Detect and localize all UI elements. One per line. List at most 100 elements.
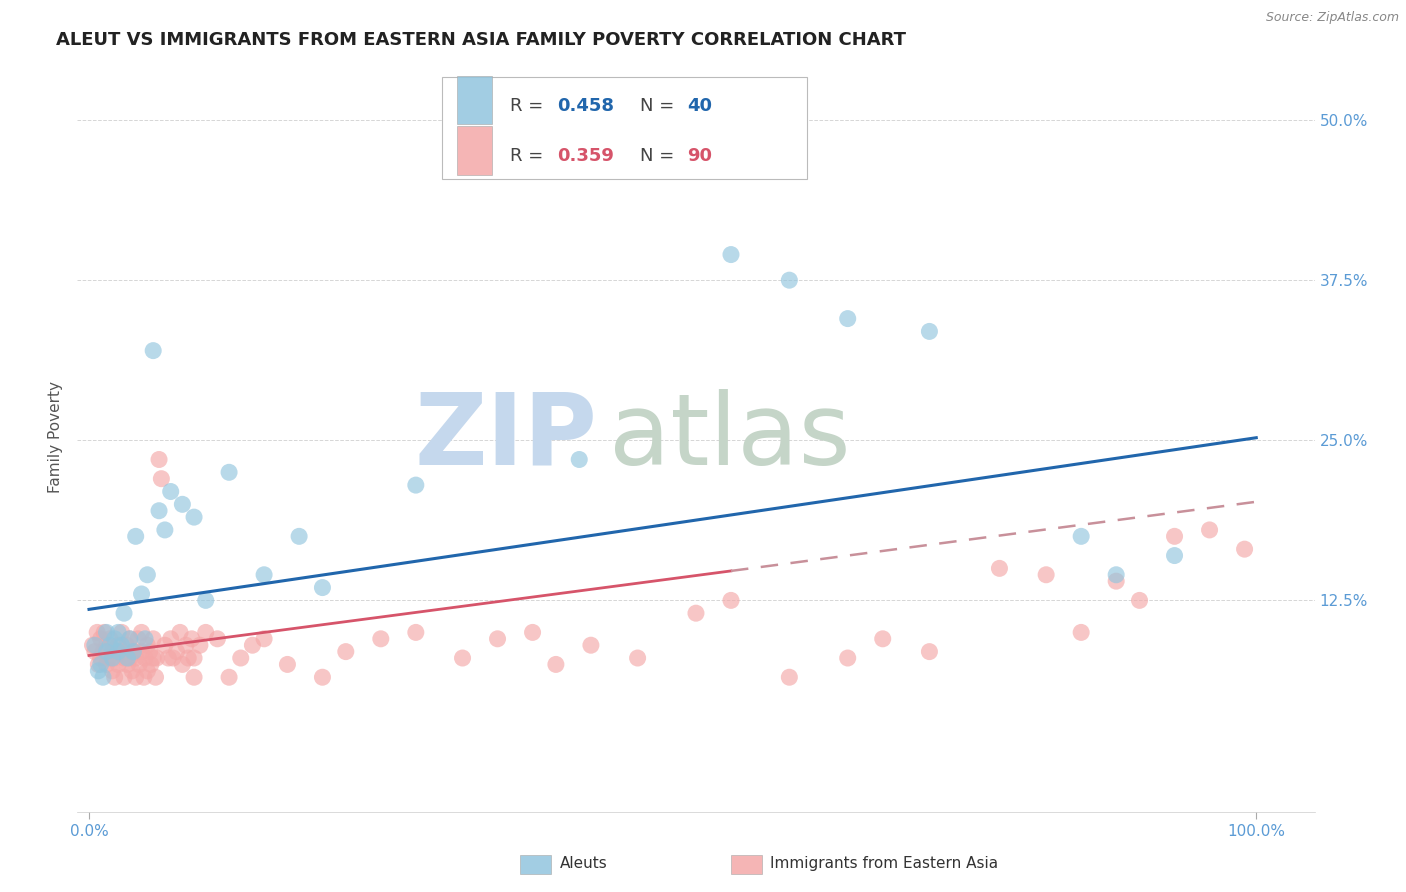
Point: [522, 625, 544, 640]
Point: [121, 664, 143, 678]
Point: [110, 645, 132, 659]
Text: 0.359: 0.359: [557, 147, 614, 165]
Point: [172, 657, 194, 672]
Point: [118, 632, 141, 646]
Point: [122, 645, 145, 659]
Point: [142, 651, 165, 665]
Point: [157, 651, 180, 665]
Point: [125, 529, 148, 543]
Point: [778, 670, 800, 684]
Point: [117, 657, 139, 672]
Point: [242, 638, 264, 652]
Point: [104, 651, 127, 665]
Point: [150, 472, 173, 486]
Point: [988, 561, 1011, 575]
Point: [253, 567, 276, 582]
Point: [131, 625, 153, 640]
Point: [145, 670, 167, 684]
Text: 0.458: 0.458: [557, 96, 614, 115]
Text: atlas: atlas: [609, 389, 851, 485]
Point: [837, 311, 859, 326]
Point: [207, 632, 229, 646]
Point: [918, 645, 941, 659]
Point: [778, 273, 800, 287]
Point: [136, 664, 159, 678]
Point: [276, 657, 298, 672]
Point: [1163, 529, 1185, 543]
Point: [122, 645, 145, 659]
Point: [218, 465, 240, 479]
Point: [87, 664, 110, 678]
Point: [96, 645, 118, 659]
Point: [218, 670, 240, 684]
Point: [626, 651, 648, 665]
Point: [159, 484, 181, 499]
Point: [1198, 523, 1220, 537]
Point: [134, 632, 156, 646]
Point: [107, 638, 129, 652]
Point: [166, 645, 188, 659]
Point: [253, 632, 276, 646]
Point: [112, 651, 135, 665]
Point: [134, 651, 156, 665]
Point: [111, 638, 134, 652]
Point: [107, 625, 129, 640]
Point: [229, 651, 252, 665]
FancyBboxPatch shape: [443, 78, 807, 178]
Point: [177, 651, 200, 665]
Point: [172, 497, 194, 511]
Point: [148, 452, 170, 467]
Point: [127, 632, 149, 646]
FancyBboxPatch shape: [457, 127, 492, 175]
Point: [162, 651, 184, 665]
Point: [118, 651, 141, 665]
FancyBboxPatch shape: [457, 76, 492, 125]
Text: R =: R =: [510, 96, 550, 115]
Point: [288, 529, 311, 543]
Point: [1070, 529, 1092, 543]
Point: [451, 651, 474, 665]
Point: [93, 625, 115, 640]
Point: [544, 657, 567, 672]
Point: [90, 632, 112, 646]
Point: [142, 632, 165, 646]
Point: [125, 651, 148, 665]
Point: [82, 638, 104, 652]
Point: [335, 645, 357, 659]
Point: [91, 645, 114, 659]
Text: ALEUT VS IMMIGRANTS FROM EASTERN ASIA FAMILY POVERTY CORRELATION CHART: ALEUT VS IMMIGRANTS FROM EASTERN ASIA FA…: [56, 31, 907, 49]
Point: [311, 670, 333, 684]
Point: [90, 651, 112, 665]
Point: [370, 632, 392, 646]
Y-axis label: Family Poverty: Family Poverty: [48, 381, 63, 493]
Point: [180, 632, 202, 646]
Point: [188, 638, 211, 652]
Point: [128, 657, 150, 672]
Point: [131, 645, 153, 659]
Point: [837, 651, 859, 665]
Text: Aleuts: Aleuts: [560, 856, 607, 871]
Point: [183, 670, 205, 684]
Point: [118, 632, 141, 646]
Text: N =: N =: [640, 147, 681, 165]
Point: [174, 638, 197, 652]
Point: [720, 247, 742, 261]
Point: [405, 478, 427, 492]
Text: Immigrants from Eastern Asia: Immigrants from Eastern Asia: [770, 856, 998, 871]
Point: [579, 638, 602, 652]
Point: [98, 632, 121, 646]
Point: [142, 343, 165, 358]
Point: [107, 645, 129, 659]
Point: [96, 638, 118, 652]
Point: [101, 645, 124, 659]
Point: [125, 670, 148, 684]
Point: [568, 452, 591, 467]
Point: [91, 670, 114, 684]
Text: 40: 40: [688, 96, 713, 115]
Point: [90, 657, 112, 672]
Point: [104, 670, 127, 684]
Text: R =: R =: [510, 147, 550, 165]
Text: 90: 90: [688, 147, 713, 165]
Point: [136, 567, 159, 582]
Point: [117, 651, 139, 665]
